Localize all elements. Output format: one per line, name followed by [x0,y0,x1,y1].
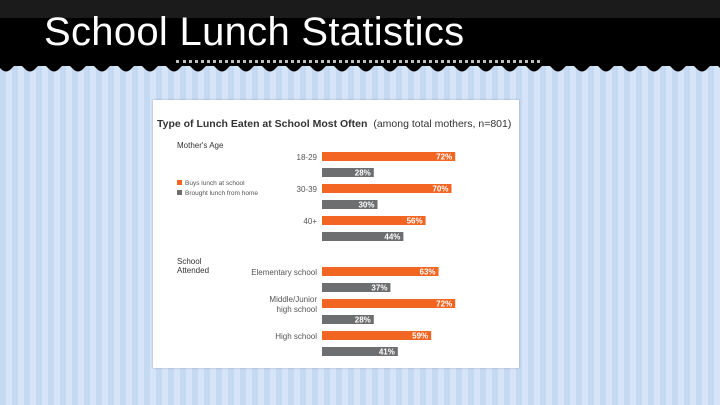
bar-brought [322,315,374,324]
category-label: Elementary school [251,268,317,277]
chart-subtitle: (among total mothers, n=801) [373,118,511,130]
bar-buys [322,331,432,340]
legend-swatch [177,180,182,185]
legend-entry: Brought lunch from home [185,190,258,197]
chart-title-line: Type of Lunch Eaten at School Most Often… [157,118,511,130]
header-band [0,0,720,18]
bar-brought [322,283,391,292]
bar-buys [322,267,439,276]
category-label: 18-29 [297,153,318,162]
bar-value-label: 72% [436,153,452,162]
bar-buys [322,184,452,193]
bar-brought [322,200,378,209]
chart-card: Type of Lunch Eaten at School Most Often… [153,100,519,368]
bar-value-label: 63% [420,268,436,277]
bar-buys [322,216,426,225]
chart-title: Type of Lunch Eaten at School Most Often [157,118,367,130]
bar-value-label: 37% [371,284,387,293]
bar-buys [322,299,456,308]
category-label: 30-39 [297,185,318,194]
group-label: School Attended [177,257,209,275]
chart-legend: Buys lunch at school Brought lunch from h… [177,180,258,197]
bar-value-label: 41% [379,348,395,357]
legend-entry: Buys lunch at school [185,180,245,187]
slide-title: School Lunch Statistics [44,10,465,54]
bar-value-label: 28% [355,316,371,325]
bar-brought [322,232,404,241]
slide-header: School Lunch Statistics [0,0,720,66]
category-label: Middle/Junior high school [269,295,317,314]
category-label: 40+ [303,217,317,226]
bar-brought [322,168,374,177]
bar-value-label: 28% [355,169,371,178]
bar-value-label: 56% [407,217,423,226]
bar-value-label: 59% [412,332,428,341]
lunch-bar-chart: Type of Lunch Eaten at School Most Often… [157,118,511,357]
bar-value-label: 44% [384,233,400,242]
bar-value-label: 70% [432,185,448,194]
bar-brought [322,347,398,356]
bar-value-label: 30% [358,201,374,210]
bar-value-label: 72% [436,300,452,309]
category-label: High school [275,332,317,341]
legend-swatch [177,190,182,195]
title-underline [176,60,540,63]
chart-bars: Mother's Age 18-29 72% 28% 30-39 70% 30% 40+ 56%… [177,141,456,357]
bar-buys [322,152,456,161]
group-label: Mother's Age [177,141,224,150]
